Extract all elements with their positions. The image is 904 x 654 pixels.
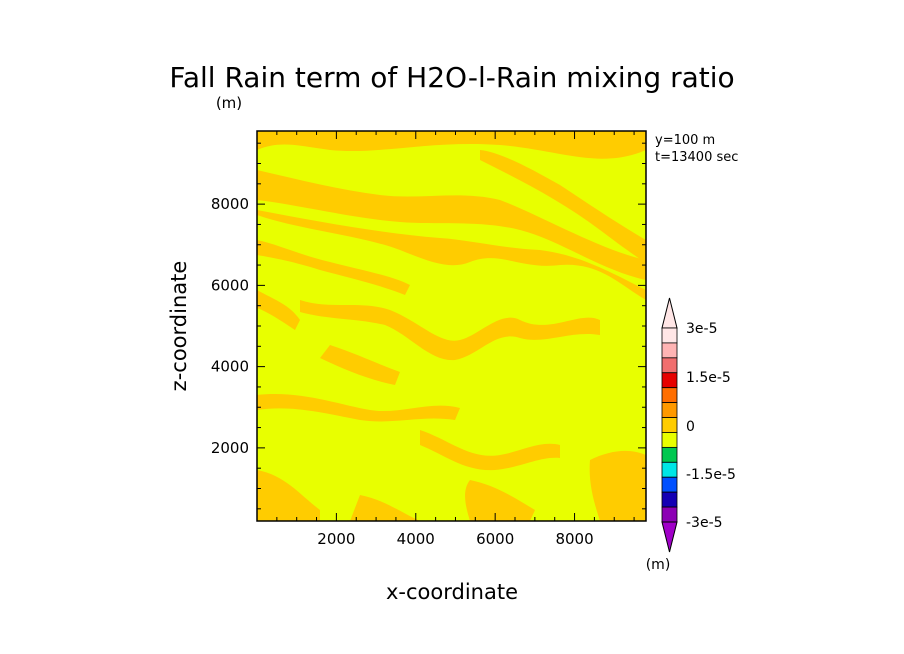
x-tick-label: 4000 (397, 530, 435, 548)
colorbar-label: -1.5e-5 (686, 467, 736, 483)
colorbar-unit: (m) (646, 557, 671, 573)
contour-band (350, 495, 420, 521)
colorbar-top-extension (661, 297, 678, 329)
y-tick-label: 2000 (211, 439, 249, 457)
colorbar-label: 3e-5 (686, 321, 717, 337)
y-tick-label: 6000 (211, 276, 249, 294)
plot-area (256, 130, 647, 522)
colorbar-label: -3e-5 (686, 515, 723, 531)
colorbar-swatch (661, 327, 678, 344)
title-unit: (m) (216, 94, 242, 112)
contour-band (589, 450, 646, 521)
colorbar-swatch (661, 372, 678, 389)
colorbar-swatch (661, 342, 678, 359)
contour-band (257, 290, 300, 330)
contour-band (300, 300, 600, 361)
colorbar-swatch (661, 357, 678, 374)
y-tick-label: 8000 (211, 195, 249, 213)
colorbar-swatch (661, 402, 678, 418)
contour-band (465, 480, 535, 521)
colorbar-swatch (661, 387, 678, 404)
y-axis-label: z-coordinate (167, 261, 191, 392)
colorbar-swatch (661, 432, 678, 448)
annotation-t: t=13400 sec (655, 150, 738, 165)
contour-band (257, 170, 646, 280)
contour-band (420, 430, 560, 471)
x-tick-label: 2000 (317, 530, 355, 548)
x-tick-label: 8000 (555, 530, 593, 548)
contour-band (257, 240, 410, 295)
y-tick-label: 4000 (211, 358, 249, 376)
colorbar-swatch (661, 417, 678, 433)
colorbar-label: 1.5e-5 (686, 370, 731, 386)
contour-band (257, 131, 646, 159)
x-ticks: 2000 4000 6000 8000 (276, 131, 635, 548)
chart-title: Fall Rain term of H2O-l-Rain mixing rati… (169, 61, 734, 94)
contour-band (257, 210, 646, 300)
contour-fill (257, 131, 646, 521)
y-ticks: 2000 4000 6000 8000 (211, 142, 646, 510)
colorbar-bottom-extension (661, 521, 678, 553)
contour-band (257, 470, 320, 521)
x-axis-label: x-coordinate (386, 580, 518, 604)
colorbar-swatch (661, 491, 678, 508)
contour-band (257, 393, 460, 422)
colorbar-swatch (661, 461, 678, 478)
colorbar-swatch (661, 506, 678, 523)
contour-band (320, 345, 400, 385)
colorbar-label: 0 (686, 419, 695, 435)
annotation-y: y=100 m (655, 133, 715, 148)
colorbar-swatch (661, 446, 678, 463)
colorbar: 3e-5 1.5e-5 0 -1.5e-5 -3e-5 (661, 297, 736, 553)
x-tick-label: 6000 (476, 530, 514, 548)
colorbar-swatch (661, 476, 678, 493)
contour-band (480, 150, 646, 262)
